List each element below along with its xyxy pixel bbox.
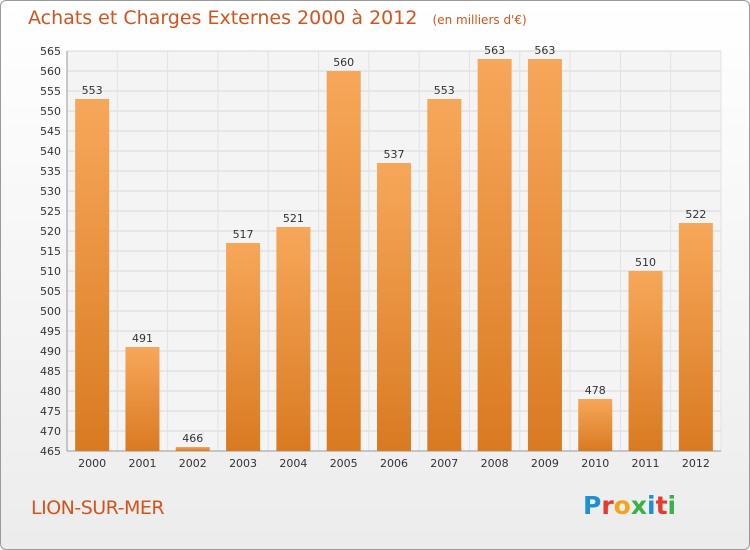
data-label: 522 (685, 208, 706, 221)
x-tick-label: 2001 (128, 457, 156, 470)
data-label: 563 (484, 44, 505, 57)
x-tick-label: 2012 (682, 457, 710, 470)
x-tick-label: 2008 (481, 457, 509, 470)
y-tick-label: 480 (40, 385, 61, 398)
x-tick-label: 2002 (179, 457, 207, 470)
data-label: 466 (182, 432, 203, 445)
y-tick-label: 515 (40, 245, 61, 258)
bar (125, 347, 160, 451)
x-tick-label: 2007 (430, 457, 458, 470)
bar (628, 271, 663, 451)
bar (427, 99, 462, 451)
logo-letter: i (647, 491, 656, 520)
logo-letter: x (630, 491, 647, 520)
axis-layer: 465 470 475 480 485 490 495 500 505 510 515 520 525 5… (40, 45, 721, 470)
y-tick-label: 485 (40, 365, 61, 378)
bar-layer (75, 59, 713, 451)
title-row: Achats et Charges Externes 2000 à 2012 (… (28, 7, 527, 29)
y-tick-label: 535 (40, 165, 61, 178)
x-tick-label: 2006 (380, 457, 408, 470)
y-tick-label: 530 (40, 185, 61, 198)
y-tick-label: 500 (40, 305, 61, 318)
logo-letter: r (601, 491, 614, 520)
data-label: 521 (283, 212, 304, 225)
data-label: 517 (233, 228, 254, 241)
commune-name: LION-SUR-MER (31, 497, 165, 519)
data-label: 510 (635, 256, 656, 269)
data-label: 478 (585, 384, 606, 397)
y-tick-label: 560 (40, 65, 61, 78)
y-tick-label: 505 (40, 285, 61, 298)
data-label: 553 (434, 84, 455, 97)
bar (326, 71, 361, 451)
chart-unit: (en milliers d'€) (432, 13, 527, 27)
data-label: 553 (82, 84, 103, 97)
y-tick-label: 490 (40, 345, 61, 358)
bar (75, 99, 110, 451)
y-tick-label: 550 (40, 105, 61, 118)
data-label: 537 (384, 148, 405, 161)
logo-letter: i (667, 491, 677, 520)
chart-title: Achats et Charges Externes 2000 à 2012 (28, 7, 418, 29)
label-layer: 553 491 466 517 521 560 537 553 563 563 478 510 522 (82, 44, 707, 445)
y-tick-label: 495 (40, 325, 61, 338)
logo-letter: t (655, 491, 668, 520)
y-tick-label: 540 (40, 145, 61, 158)
x-tick-label: 2003 (229, 457, 257, 470)
data-label: 563 (534, 44, 555, 57)
bar (226, 243, 261, 451)
x-tick-label: 2011 (632, 457, 660, 470)
y-tick-label: 565 (40, 45, 61, 58)
logo-letter: P (583, 491, 602, 520)
bar (377, 163, 411, 451)
y-tick-label: 525 (40, 205, 61, 218)
x-tick-label: 2000 (78, 457, 106, 470)
data-label: 491 (132, 332, 153, 345)
y-tick-label: 555 (40, 85, 61, 98)
y-tick-label: 470 (40, 425, 61, 438)
bar (678, 223, 713, 451)
y-tick-label: 545 (40, 125, 61, 138)
x-tick-label: 2009 (531, 457, 559, 470)
x-tick-label: 2005 (330, 457, 358, 470)
y-tick-label: 510 (40, 265, 61, 278)
bar (578, 399, 613, 451)
logo-letter: o (613, 491, 631, 520)
data-label: 560 (333, 56, 354, 69)
y-tick-label: 520 (40, 225, 61, 238)
bar (276, 227, 311, 451)
proxiti-logo: Proxiti (583, 491, 676, 520)
bar (477, 59, 512, 451)
x-tick-label: 2010 (581, 457, 609, 470)
y-tick-label: 465 (40, 445, 61, 458)
y-tick-label: 475 (40, 405, 61, 418)
bar (175, 447, 210, 451)
bar (527, 59, 562, 451)
x-tick-label: 2004 (279, 457, 307, 470)
